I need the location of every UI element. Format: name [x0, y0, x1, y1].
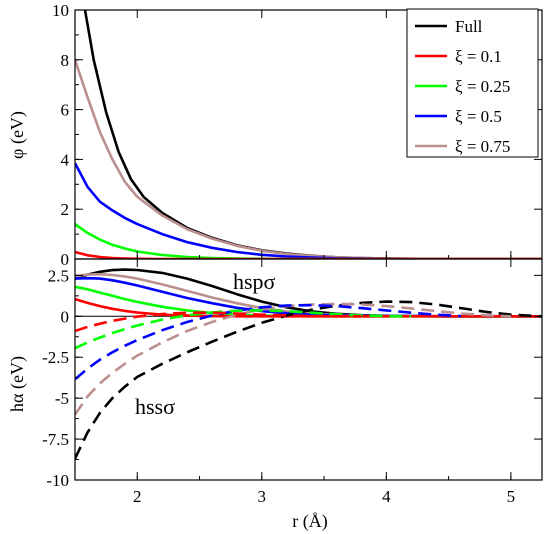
- annotation-hsp-sigma: hspσ: [233, 269, 276, 294]
- series-line-top--0-1-4: [75, 250, 542, 259]
- series-line-bottom-hsp--0-1-4: [75, 297, 542, 318]
- series-line-bottom-hss-full-5: [75, 300, 542, 460]
- ytick-label-top-1: 2: [61, 200, 70, 219]
- ytick-label-bottom-2: -2.5: [42, 348, 69, 367]
- legend-box: [406, 8, 539, 158]
- bottom-xlabel: r (Å): [292, 511, 327, 532]
- series-line-top--0-5-2: [75, 162, 542, 259]
- ytick-label-bottom-5: -10: [46, 471, 69, 490]
- series-line-top--0-25-3: [75, 223, 542, 259]
- ytick-label-top-2: 4: [61, 150, 70, 169]
- xtick-label-3: 5: [507, 487, 516, 506]
- series-line-bottom-hss--0-25-8: [75, 309, 412, 350]
- top-ylabel: φ (eV): [7, 111, 28, 159]
- legend-label-0: Full: [455, 17, 483, 36]
- xtick-label-0: 2: [133, 487, 142, 506]
- series-line-bottom-hss--0-1-9: [75, 311, 362, 333]
- bottom-panel: 2.5 0 -2.5 -5 -7.5 -10 2 3 4 5: [42, 258, 543, 506]
- series-group-bottom: [75, 268, 542, 460]
- xtick-label-1: 3: [258, 487, 267, 506]
- xtick-label-2: 4: [382, 487, 391, 506]
- legend-label-1: ξ = 0.1: [455, 47, 502, 66]
- legend-label-3: ξ = 0.5: [455, 107, 502, 126]
- ytick-label-bottom-3: -5: [55, 389, 69, 408]
- legend-label-2: ξ = 0.25: [455, 77, 510, 96]
- ytick-label-bottom-4: -7.5: [42, 430, 69, 449]
- ytick-label-top-4: 8: [61, 51, 70, 70]
- annotation-hss-sigma: hssσ: [135, 394, 175, 419]
- ytick-label-bottom-1: 0: [61, 307, 70, 326]
- bottom-ylabel: hα (eV): [7, 356, 28, 412]
- legend: Full ξ = 0.1 ξ = 0.25 ξ = 0.5 ξ = 0.75: [406, 8, 539, 158]
- series-line-bottom-hss--0-5-7: [75, 303, 462, 381]
- legend-label-4: ξ = 0.75: [455, 137, 510, 156]
- ytick-label-top-3: 6: [61, 101, 70, 120]
- ytick-label-bottom-0: 2.5: [48, 266, 69, 285]
- ytick-label-top-0: 0: [61, 250, 70, 269]
- ytick-label-top-5: 10: [52, 1, 69, 20]
- plot-frame-bottom: [74, 258, 543, 481]
